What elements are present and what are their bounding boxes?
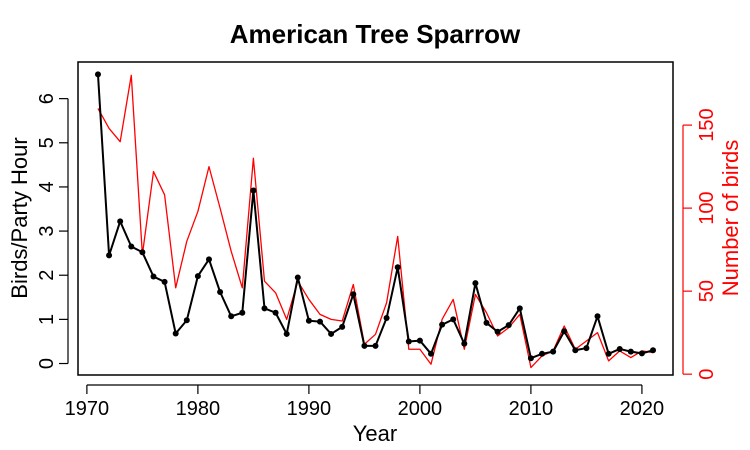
data-point [527, 355, 534, 362]
series-line-number-of-birds [97, 74, 654, 369]
data-point [461, 340, 468, 347]
y-axis-label-left: Birds/Party Hour [7, 137, 32, 298]
data-point [405, 338, 412, 345]
data-point [561, 328, 568, 335]
x-tick-label: 2000 [398, 398, 443, 420]
y-tick-label-right: 50 [696, 280, 718, 302]
data-point [516, 305, 523, 312]
data-point [372, 342, 379, 349]
data-point [627, 348, 634, 355]
data-point [583, 345, 590, 352]
data-point [194, 273, 201, 280]
y-tick-label-left: 2 [36, 270, 58, 281]
data-point [205, 256, 212, 263]
data-point [228, 313, 235, 320]
data-point [183, 317, 190, 324]
data-point [106, 252, 113, 259]
x-tick-label: 1990 [287, 398, 332, 420]
data-point [328, 330, 335, 337]
data-point [172, 330, 179, 337]
y-axis-label-right: Number of birds [718, 140, 743, 297]
y-tick-label-left: 3 [36, 226, 58, 237]
data-point [217, 289, 224, 295]
series-layer [94, 71, 657, 369]
data-point [317, 318, 323, 325]
data-point [150, 273, 157, 280]
y-axis-left: 0 1 2 3 4 5 6 [36, 93, 69, 369]
data-point [539, 350, 546, 357]
data-point [383, 315, 390, 322]
data-point [239, 309, 246, 316]
x-axis-label: Year [353, 421, 397, 446]
data-point [439, 321, 446, 328]
x-tick-label: 1970 [65, 398, 110, 420]
data-point [361, 342, 368, 349]
data-point [483, 319, 490, 326]
data-point [117, 218, 124, 225]
x-tick-label: 2020 [620, 398, 665, 420]
data-point [494, 328, 501, 335]
y-tick-label-right: 150 [696, 108, 718, 141]
y-axis-right: 0 50 100 150 [682, 108, 718, 380]
y-tick-label-right: 100 [696, 191, 718, 224]
y-tick-label-right: 0 [696, 369, 718, 380]
data-point [283, 330, 290, 337]
data-point [594, 313, 601, 320]
data-point [650, 347, 657, 354]
data-point [605, 350, 612, 357]
x-tick-label: 1980 [176, 398, 221, 420]
y-tick-label-left: 6 [36, 93, 58, 104]
data-point [394, 264, 401, 271]
data-point [550, 348, 557, 355]
plot-frame [77, 61, 674, 376]
data-point [638, 350, 645, 357]
x-axis: 1970 1980 1990 2000 2010 2020 [65, 384, 665, 420]
series-line-birds-party-hour [96, 74, 654, 360]
data-point [261, 305, 268, 312]
data-point [472, 280, 479, 287]
data-point [250, 187, 257, 194]
chart-title: American Tree Sparrow [230, 19, 521, 49]
data-point [94, 71, 101, 78]
data-point [505, 322, 512, 329]
data-point [616, 345, 623, 352]
y-tick-label-left: 4 [36, 181, 58, 192]
data-point [294, 274, 301, 281]
data-point [128, 243, 135, 250]
x-tick-label: 2010 [509, 398, 554, 420]
data-point [416, 337, 423, 344]
y-tick-label-left: 0 [36, 358, 58, 369]
data-point [428, 350, 434, 357]
data-point [572, 347, 579, 354]
y-tick-label-left: 5 [36, 137, 58, 148]
data-point [139, 249, 146, 256]
data-point [339, 323, 346, 330]
data-point [161, 278, 168, 285]
data-point [305, 317, 312, 324]
y-tick-label-left: 1 [36, 314, 58, 325]
data-point [450, 316, 457, 323]
data-point [350, 291, 357, 298]
data-point [272, 309, 279, 316]
